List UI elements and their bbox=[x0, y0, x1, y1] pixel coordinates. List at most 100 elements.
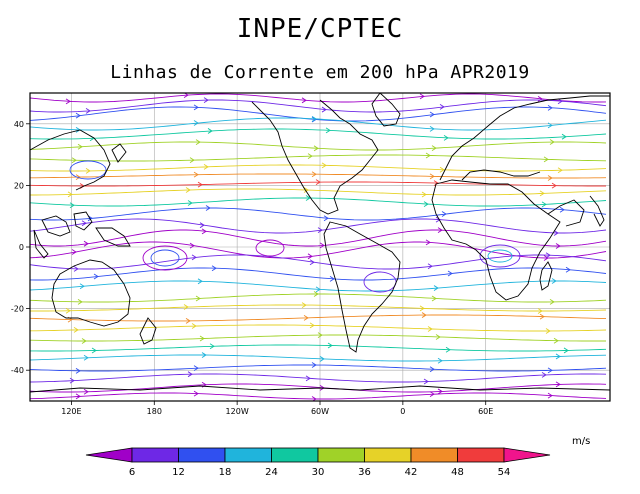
y-tick-label: -40 bbox=[11, 366, 24, 375]
stream-arrow bbox=[439, 166, 445, 173]
stream-arrow bbox=[189, 157, 195, 164]
stream-arrow bbox=[561, 133, 567, 140]
stream-arrow bbox=[311, 362, 317, 368]
stream-arrow bbox=[423, 378, 429, 385]
stream-arrow bbox=[209, 343, 215, 350]
stream-arrow bbox=[195, 295, 201, 302]
latitude-ticks: 40 20 0 -20 -40 bbox=[11, 120, 30, 375]
streamline bbox=[30, 197, 607, 207]
colorbar-label: 30 bbox=[312, 467, 325, 478]
stream-arrow bbox=[545, 252, 551, 259]
stream-arrow bbox=[555, 381, 561, 388]
stream-arrow bbox=[429, 173, 435, 180]
stream-arrow bbox=[329, 276, 335, 282]
stream-arrow bbox=[83, 240, 89, 247]
stream-arrow bbox=[81, 338, 87, 344]
stream-arrow bbox=[197, 181, 203, 188]
streamline bbox=[30, 267, 607, 281]
stream-arrow bbox=[419, 305, 425, 312]
streamline bbox=[30, 254, 607, 270]
stream-arrow bbox=[549, 299, 555, 305]
stream-arrow bbox=[545, 328, 551, 334]
x-tick-label: 120E bbox=[61, 407, 81, 416]
stream-arrow bbox=[203, 97, 209, 103]
stream-arrow bbox=[429, 111, 435, 118]
colorbar-segment bbox=[131, 447, 179, 463]
stream-arrow bbox=[557, 167, 563, 174]
colorbar-segment bbox=[364, 447, 412, 463]
coastlines bbox=[30, 93, 610, 393]
stream-arrow bbox=[311, 116, 317, 122]
streamline bbox=[30, 93, 607, 103]
stream-arrow bbox=[85, 167, 91, 174]
vortex bbox=[150, 249, 180, 267]
stream-arrow bbox=[551, 182, 557, 189]
stream-arrow bbox=[313, 291, 319, 297]
stream-arrow bbox=[421, 312, 427, 318]
streamline bbox=[30, 188, 607, 196]
stream-arrow bbox=[193, 390, 199, 397]
stream-arrow bbox=[327, 342, 333, 349]
vortex bbox=[69, 160, 107, 180]
streamline bbox=[30, 354, 607, 362]
stream-arrow bbox=[91, 347, 97, 354]
stream-arrow bbox=[205, 205, 211, 211]
colorbar-label: 54 bbox=[498, 467, 511, 478]
stream-arrow bbox=[541, 201, 547, 208]
stream-arrow bbox=[85, 107, 91, 114]
streamline bbox=[30, 373, 607, 383]
stream-arrow bbox=[419, 93, 425, 100]
stream-arrow bbox=[71, 157, 77, 164]
colorbar-segment bbox=[317, 447, 365, 463]
stream-arrow bbox=[75, 367, 81, 374]
stream-arrow bbox=[447, 270, 453, 277]
stream-arrow bbox=[307, 153, 313, 159]
stream-arrow bbox=[93, 273, 99, 280]
stream-arrow bbox=[557, 98, 563, 105]
stream-arrow bbox=[83, 354, 89, 361]
stream-arrow bbox=[439, 103, 445, 110]
stream-arrow bbox=[207, 128, 213, 134]
stream-arrow bbox=[303, 187, 309, 193]
stream-arrow bbox=[317, 332, 323, 338]
stream-arrow bbox=[433, 285, 439, 291]
stream-arrow bbox=[191, 254, 197, 261]
stream-arrow bbox=[67, 191, 73, 198]
stream-arrow bbox=[547, 104, 553, 111]
stream-arrow bbox=[543, 156, 549, 163]
streamline bbox=[30, 99, 607, 113]
stream-arrow bbox=[321, 106, 327, 113]
stream-arrow bbox=[309, 259, 315, 266]
stream-arrow bbox=[425, 239, 431, 246]
streamline bbox=[30, 106, 607, 122]
streamline bbox=[30, 229, 607, 247]
colorbar-label: 18 bbox=[219, 467, 232, 478]
stream-arrow bbox=[307, 253, 313, 260]
x-tick-label: 120W bbox=[226, 407, 249, 416]
streamline bbox=[30, 364, 607, 372]
stream-arrow bbox=[555, 353, 561, 360]
stream-arrow bbox=[319, 356, 325, 362]
stream-arrow bbox=[301, 302, 307, 308]
stream-arrow bbox=[193, 104, 199, 111]
stream-arrow bbox=[431, 295, 437, 302]
colorbar-segment bbox=[271, 447, 319, 463]
stream-arrow bbox=[421, 191, 427, 198]
stream-arrow bbox=[317, 227, 323, 234]
stream-arrow bbox=[187, 371, 193, 378]
colorbar-label: 42 bbox=[405, 467, 418, 478]
x-tick-label: 0 bbox=[400, 407, 405, 416]
stream-arrow bbox=[553, 337, 559, 344]
stream-arrow bbox=[563, 347, 569, 354]
stream-arrow bbox=[325, 127, 331, 134]
stream-arrow bbox=[565, 266, 571, 273]
colorbar-min-arrow bbox=[85, 447, 133, 463]
stream-arrow bbox=[443, 134, 449, 141]
streamline bbox=[30, 218, 607, 234]
colorbar-label: 48 bbox=[451, 467, 464, 478]
stream-arrow bbox=[431, 145, 437, 151]
stream-arrow bbox=[71, 249, 77, 255]
stream-arrow bbox=[445, 346, 451, 353]
stream-arrow bbox=[315, 179, 321, 186]
